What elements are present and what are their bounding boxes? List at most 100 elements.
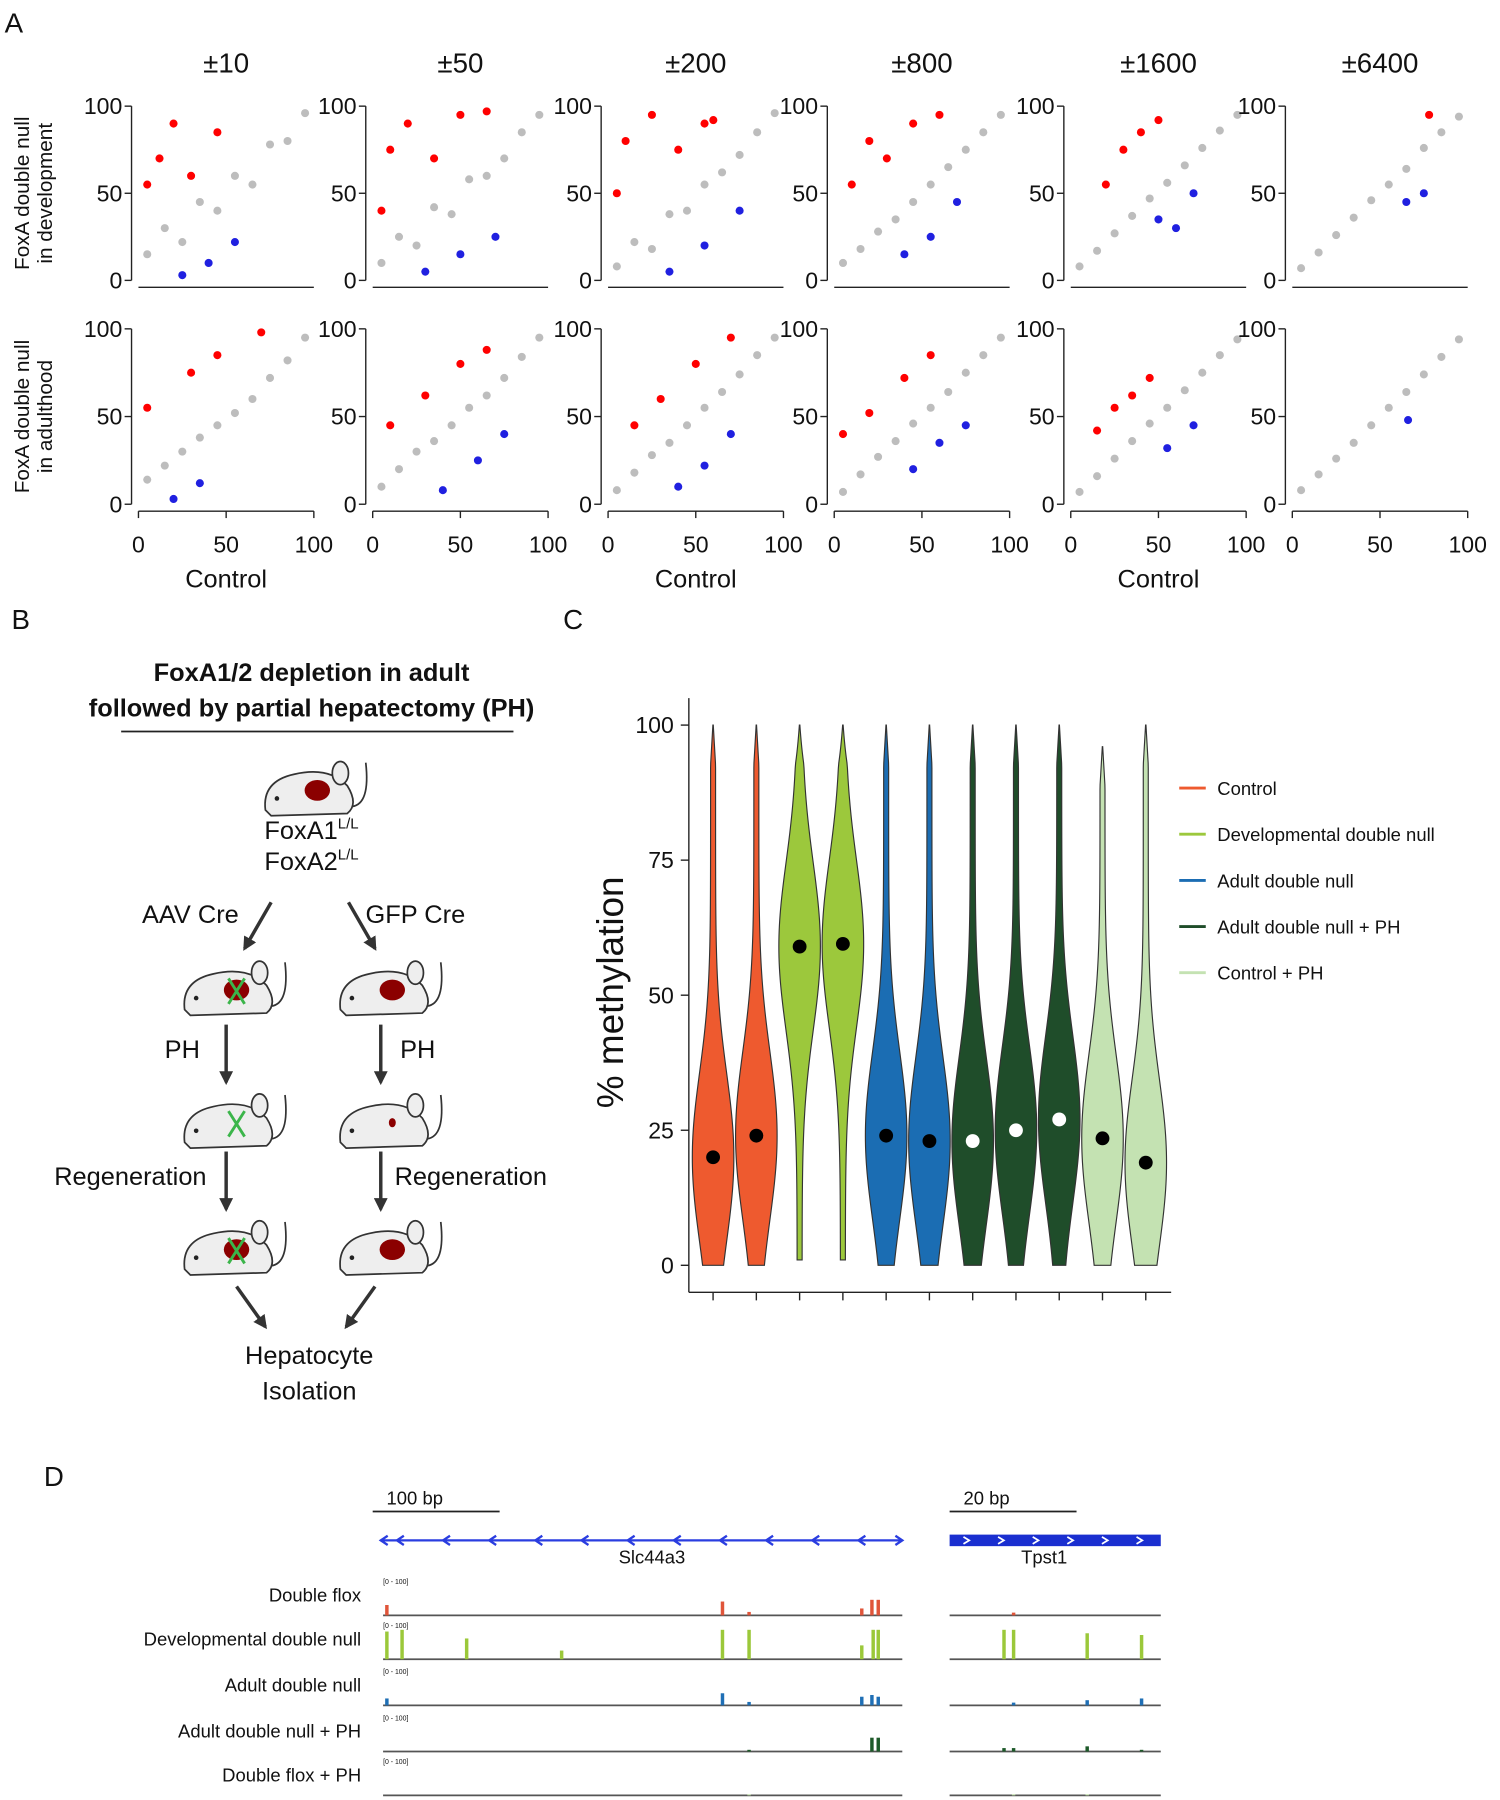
methylation-bar	[1002, 1629, 1006, 1660]
point	[647, 244, 656, 254]
y-tick-label: 0	[1042, 267, 1055, 293]
point	[377, 482, 386, 491]
arrow	[344, 1285, 377, 1330]
point	[865, 408, 874, 418]
point	[430, 437, 439, 446]
point	[726, 333, 735, 342]
violin	[821, 724, 865, 1261]
methylation-bar	[870, 1599, 874, 1616]
point	[178, 271, 187, 280]
x-tick-label: 100	[295, 532, 333, 558]
median-dot	[965, 1134, 980, 1148]
y-tick-label: 50	[648, 982, 674, 1008]
methylation-bar	[876, 1696, 880, 1706]
violin	[691, 724, 735, 1266]
point	[386, 145, 395, 154]
methylation-bar	[870, 1737, 874, 1752]
methylation-bar	[720, 1601, 725, 1616]
point	[230, 171, 239, 180]
y-tick-label: 100	[553, 316, 591, 342]
methylation-bar	[871, 1629, 875, 1660]
point	[517, 352, 526, 361]
strand-arrows	[378, 1534, 905, 1546]
point	[1349, 213, 1358, 222]
surgery: PH	[165, 1036, 200, 1064]
arrow	[346, 901, 377, 951]
point	[500, 154, 509, 163]
point	[482, 171, 491, 180]
track-range: [0 - 100]	[383, 1579, 408, 1586]
methylation-bar	[1002, 1748, 1006, 1752]
x-tick-label: 100	[990, 532, 1028, 558]
x-tick-label: 50	[909, 532, 935, 558]
violin	[994, 724, 1038, 1266]
point	[195, 197, 204, 207]
median-dot	[706, 1150, 720, 1165]
point	[674, 145, 683, 154]
point	[935, 110, 944, 119]
x-axis-label: Control	[1118, 565, 1200, 593]
point	[430, 203, 439, 212]
panel-letter: C	[563, 604, 583, 635]
point	[456, 359, 465, 368]
methylation-bar	[876, 1629, 880, 1660]
point	[421, 391, 430, 400]
point	[709, 116, 718, 125]
methylation-bar	[400, 1629, 404, 1660]
point	[700, 241, 709, 250]
column-title: ±6400	[1342, 48, 1419, 79]
point	[891, 437, 900, 446]
median-dot	[835, 936, 850, 951]
arrow	[243, 901, 273, 951]
point	[283, 136, 292, 146]
point	[473, 456, 482, 465]
point	[935, 438, 944, 447]
y-tick-label: 0	[344, 491, 357, 517]
track-range: [0 - 100]	[383, 1715, 408, 1722]
point	[195, 433, 204, 442]
point	[143, 180, 152, 189]
strand-arrows	[963, 1536, 1144, 1545]
point	[178, 447, 187, 456]
y-tick-label: 100	[780, 93, 818, 119]
point	[996, 333, 1005, 342]
point	[961, 368, 970, 377]
point	[1189, 421, 1198, 430]
panel-letter: A	[5, 7, 24, 38]
point	[961, 421, 970, 430]
point	[926, 403, 935, 412]
point	[1101, 180, 1110, 189]
methylation-bar	[1085, 1794, 1089, 1796]
point	[674, 482, 683, 491]
x-tick-label: 50	[683, 532, 709, 558]
point	[1189, 189, 1198, 198]
point	[682, 206, 692, 215]
violin	[1081, 746, 1124, 1266]
point	[456, 110, 465, 119]
methylation-bar	[720, 1693, 725, 1706]
point	[430, 154, 439, 163]
treatment: AAV Cre	[142, 901, 239, 929]
point	[1154, 215, 1163, 224]
point	[535, 333, 544, 342]
genotype: FoxA2L/L	[264, 847, 358, 876]
violin	[734, 724, 778, 1266]
y-tick-label: 100	[780, 316, 818, 342]
point	[187, 368, 196, 377]
point	[377, 258, 386, 267]
point	[230, 408, 239, 418]
track-range: [0 - 100]	[383, 1623, 408, 1630]
point	[944, 163, 953, 172]
y-axis-label: % methylation	[590, 876, 631, 1108]
point	[1110, 403, 1119, 412]
point	[248, 394, 257, 404]
y-tick-label: 100	[84, 316, 122, 342]
point	[213, 421, 222, 430]
point	[160, 224, 169, 233]
point	[1215, 351, 1224, 360]
outcome: Isolation	[262, 1378, 357, 1406]
y-axis-label: in adulthood	[34, 360, 57, 473]
point	[204, 258, 213, 267]
point	[1384, 180, 1393, 189]
y-tick-label: 25	[648, 1117, 674, 1143]
